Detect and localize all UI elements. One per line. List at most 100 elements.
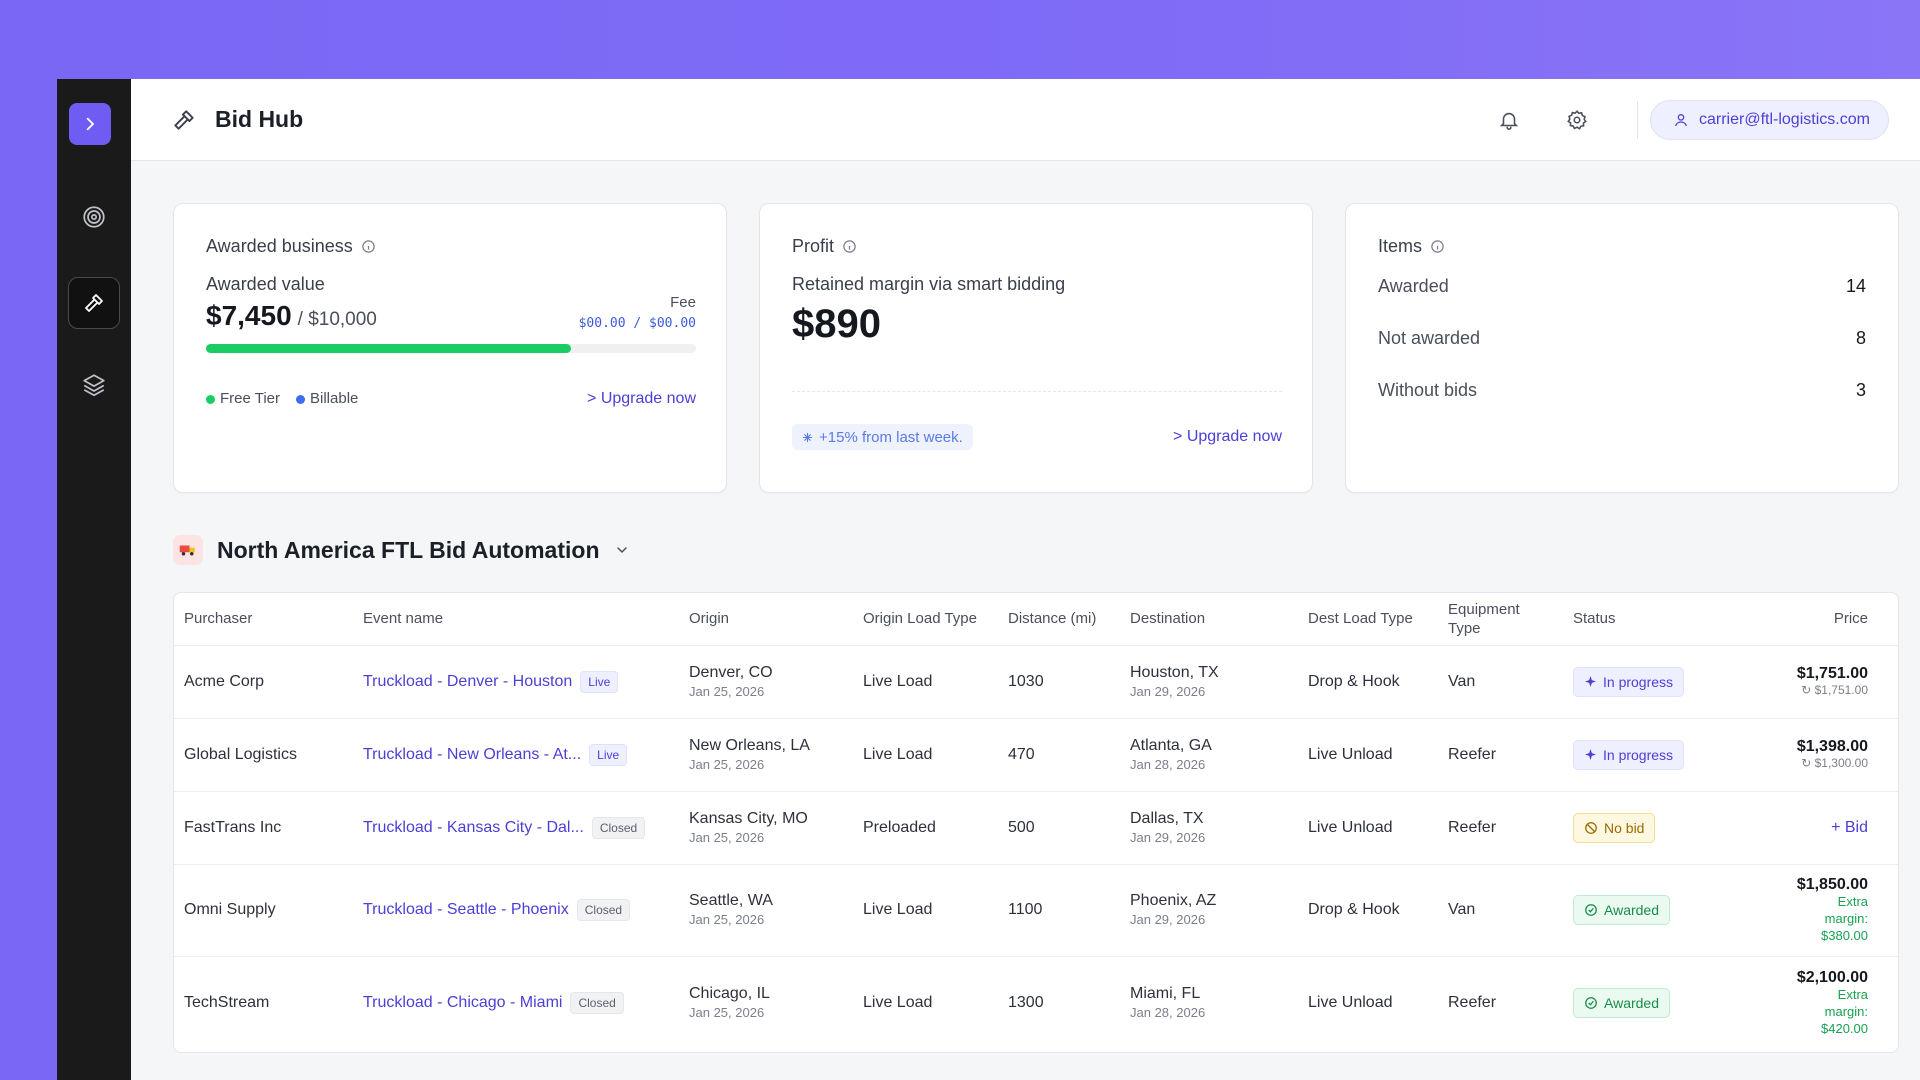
dest-date: Jan 29, 2026 (1130, 683, 1206, 699)
status-tag: Closed (591, 816, 646, 839)
profit-value: $890 (792, 302, 881, 346)
price-value: $1,398.00 (1796, 737, 1868, 755)
dest-date: Jan 29, 2026 (1130, 912, 1206, 927)
user-account-button[interactable]: carrier@ftl-logistics.com (1650, 100, 1889, 140)
purchaser-cell: FastTrans Inc (174, 791, 353, 865)
truck-icon (173, 535, 203, 565)
event-cell: Truckload - Chicago - Miami Closed (353, 956, 679, 1050)
upgrade-now-link[interactable]: > Upgrade now (587, 390, 696, 407)
table-row[interactable]: Global Logistics Truckload - New Orleans… (174, 718, 1898, 792)
equipment-cell: Reefer (1438, 718, 1563, 792)
equipment-cell: Van (1438, 645, 1563, 719)
info-icon[interactable] (361, 239, 376, 254)
bid-button[interactable]: + Bid (1831, 819, 1868, 836)
upgrade-now-link[interactable]: > Upgrade now (1173, 428, 1282, 445)
previous-price: ↻ $1,751.00 (1801, 682, 1868, 697)
table-row[interactable]: FastTrans Inc Truckload - Kansas City - … (174, 791, 1898, 865)
items-row-value: 8 (1855, 328, 1866, 348)
bids-table: Purchaser Event name Origin Origin Load … (173, 592, 1899, 1053)
column-header[interactable]: Event name (353, 593, 679, 646)
top-header: Bid Hub carrier@ftl-logistics.com (131, 79, 1920, 161)
items-row-label: Not awarded (1378, 328, 1481, 348)
extra-margin-label: Extra (1837, 987, 1868, 1003)
column-header[interactable]: Equipment Type (1438, 593, 1563, 646)
distance-cell: 470 (998, 718, 1120, 792)
origin-cell: Chicago, IL Jan 25, 2026 (679, 956, 853, 1050)
sparkle-icon (1585, 749, 1596, 760)
status-tag: Live (589, 743, 628, 766)
gear-icon (1567, 110, 1587, 130)
event-cell: Truckload - Seattle - Phoenix Closed (353, 864, 679, 957)
awarded-value: $7,450 / $10,000 (206, 300, 377, 332)
event-link[interactable]: Truckload - Chicago - Miami (363, 994, 563, 1012)
status-badge: In progress (1573, 739, 1685, 770)
distance-cell: 500 (998, 791, 1120, 865)
price-cell: $1,398.00 ↻ $1,300.00 (1713, 718, 1898, 792)
status-tag: Closed (576, 899, 631, 921)
event-link[interactable]: Truckload - New Orleans - At... (363, 745, 582, 763)
origin-load-cell: Live Load (853, 718, 998, 792)
extra-margin-label: margin: (1824, 911, 1868, 926)
event-cell: Truckload - Kansas City - Dal... Closed (353, 791, 679, 865)
extra-margin-label: Extra (1837, 894, 1868, 909)
target-icon (83, 206, 105, 228)
status-cell: In progress (1563, 645, 1713, 719)
status-text: In progress (1603, 673, 1674, 690)
legend-billable: Billable (296, 390, 358, 407)
event-link[interactable]: Truckload - Denver - Houston (363, 672, 573, 690)
dest-city: Houston, TX (1130, 663, 1219, 681)
items-card: Items Awarded 14 Not awarded 8 Without b… (1345, 203, 1899, 493)
column-header[interactable]: Purchaser (174, 593, 353, 646)
price-value: $1,850.00 (1796, 876, 1868, 893)
table-header-row: Purchaser Event name Origin Origin Load … (174, 593, 1898, 646)
status-cell: In progress (1563, 718, 1713, 792)
table-row[interactable]: TechStream Truckload - Chicago - Miami Cl… (174, 956, 1898, 1050)
extra-margin-value: $420.00 (1821, 1021, 1868, 1037)
column-header[interactable]: Origin (679, 593, 853, 646)
destination-cell: Miami, FL Jan 28, 2026 (1120, 956, 1298, 1050)
origin-cell: Denver, CO Jan 25, 2026 (679, 645, 853, 719)
user-email: carrier@ftl-logistics.com (1699, 111, 1870, 128)
distance-cell: 1030 (998, 645, 1120, 719)
column-header[interactable]: Price (1713, 593, 1898, 646)
price-value: $2,100.00 (1796, 969, 1868, 987)
sidebar-item-bid-hub[interactable] (68, 277, 120, 329)
status-text: Awarded (1604, 995, 1660, 1012)
automation-section-header[interactable]: North America FTL Bid Automation (173, 535, 630, 565)
previous-price: ↻ $1,300.00 (1801, 755, 1868, 770)
event-link[interactable]: Truckload - Seattle - Phoenix (363, 901, 569, 918)
dest-date: Jan 28, 2026 (1130, 1005, 1206, 1021)
table-row[interactable]: Omni Supply Truckload - Seattle - Phoeni… (174, 864, 1898, 957)
column-header[interactable]: Distance (mi) (998, 593, 1120, 646)
event-link[interactable]: Truckload - Kansas City - Dal... (363, 818, 584, 836)
sidebar-item-layers[interactable] (68, 359, 120, 411)
notifications-button[interactable] (1494, 105, 1524, 135)
awarded-progress-bar (206, 344, 696, 353)
info-icon[interactable] (842, 239, 857, 254)
dest-load-cell: Live Unload (1298, 791, 1438, 865)
column-header[interactable]: Dest Load Type (1298, 593, 1438, 646)
chevron-down-icon[interactable] (614, 542, 630, 558)
column-header[interactable]: Destination (1120, 593, 1298, 646)
destination-cell: Phoenix, AZ Jan 29, 2026 (1120, 864, 1298, 957)
dest-load-cell: Live Unload (1298, 718, 1438, 792)
origin-date: Jan 25, 2026 (689, 1005, 765, 1021)
settings-button[interactable] (1562, 105, 1592, 135)
table-row[interactable]: Acme Corp Truckload - Denver - Houston Li… (174, 645, 1898, 719)
column-header[interactable]: Origin Load Type (853, 593, 998, 646)
items-row-awarded: Awarded 14 (1378, 276, 1866, 297)
column-header[interactable]: Status (1563, 593, 1713, 646)
info-icon[interactable] (1430, 239, 1445, 254)
awarded-legend: Free Tier Billable (206, 390, 358, 407)
items-row-not-awarded: Not awarded 8 (1378, 328, 1866, 349)
legend-billable-label: Billable (310, 390, 359, 407)
hammer-icon (85, 294, 103, 312)
awarded-business-card: Awarded business Awarded value $7,450 / … (173, 203, 727, 493)
sidebar-toggle-button[interactable] (69, 103, 111, 145)
price-cell: $1,751.00 ↻ $1,751.00 (1713, 645, 1898, 719)
sidebar-item-targets[interactable] (68, 191, 120, 243)
status-badge: Awarded (1573, 988, 1671, 1019)
event-cell: Truckload - New Orleans - At... Live (353, 718, 679, 792)
origin-city: New Orleans, LA (689, 736, 810, 754)
items-row-label: Awarded (1378, 276, 1449, 296)
